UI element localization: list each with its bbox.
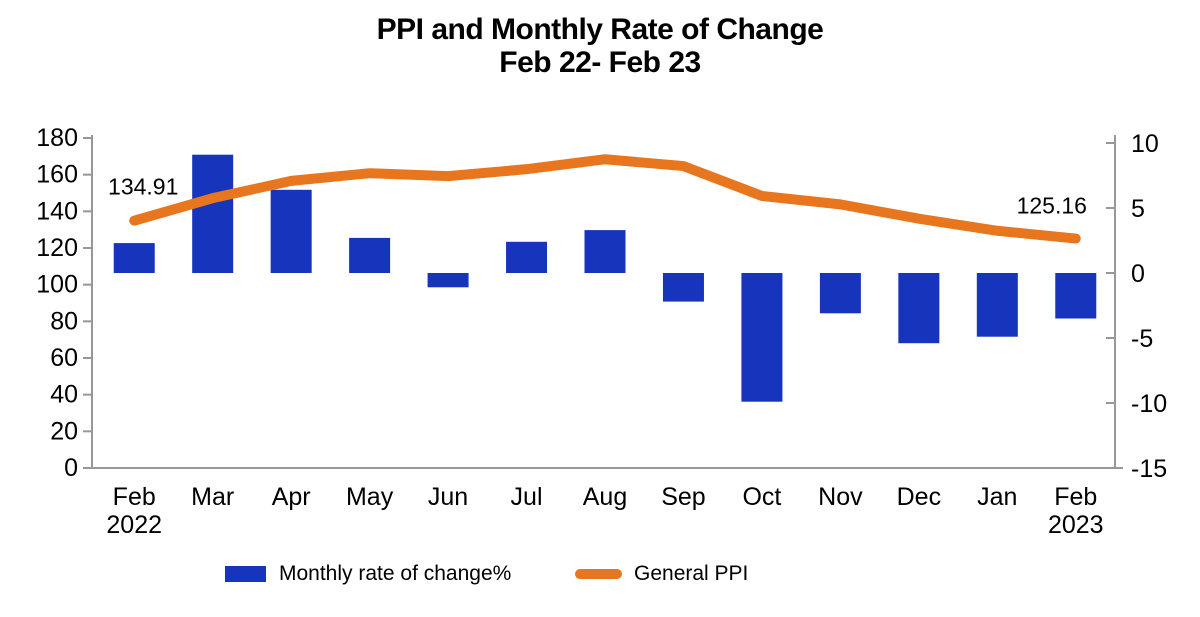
x-axis-label-4: Jun — [428, 483, 468, 511]
x-axis-label-10: Dec — [897, 483, 941, 511]
x-axis-label-3: May — [346, 483, 394, 511]
bar-apr-2 — [270, 189, 312, 273]
bar-jun-4 — [427, 273, 469, 288]
legend-line-swatch-icon — [575, 569, 622, 579]
x-axis-label-5: Jul — [511, 483, 543, 511]
bar-nov-9 — [819, 273, 861, 314]
chart-title: PPI and Monthly Rate of Change Feb 22- F… — [0, 13, 1200, 79]
bar-may-3 — [349, 237, 391, 273]
bar-oct-8 — [741, 273, 783, 402]
chart-legend: Monthly rate of change% General PPI — [0, 562, 1200, 592]
x-axis-year-label-0: 2022 — [106, 511, 162, 539]
left-axis-tick-label: 120 — [36, 234, 78, 262]
left-axis-tick-label: 160 — [36, 161, 78, 189]
bar-sep-7 — [662, 273, 704, 302]
x-axis-label-8: Oct — [742, 483, 781, 511]
x-axis-label-9: Nov — [818, 483, 863, 511]
legend-label-general-ppi: General PPI — [634, 562, 749, 585]
x-axis-label-0: Feb — [113, 483, 156, 511]
chart-title-line1: PPI and Monthly Rate of Change — [376, 13, 824, 46]
annotation-first-ppi-value: 134.91 — [108, 173, 179, 200]
right-axis-tick-label: -10 — [1131, 390, 1167, 418]
legend-bar-swatch-icon — [225, 566, 266, 582]
left-axis-tick-label: 40 — [50, 381, 78, 409]
bar-feb-0 — [113, 243, 155, 273]
right-axis-tick-label: 10 — [1131, 130, 1159, 158]
left-axis-tick-label: 20 — [50, 417, 78, 445]
left-axis-tick-label: 140 — [36, 197, 78, 225]
left-axis-tick-label: 0 — [64, 454, 78, 482]
x-axis-label-7: Sep — [661, 483, 705, 511]
right-axis-tick-label: -15 — [1131, 455, 1167, 483]
left-axis-tick-label: 60 — [50, 344, 78, 372]
bar-aug-6 — [584, 230, 626, 273]
bar-jul-5 — [506, 241, 548, 273]
bar-jan-11 — [976, 273, 1018, 337]
legend-item-monthly-rate: Monthly rate of change% — [225, 562, 511, 586]
right-axis-tick-label: 5 — [1131, 195, 1145, 223]
right-axis-tick-label: -5 — [1131, 325, 1153, 353]
right-axis-tick-label: 0 — [1131, 260, 1145, 288]
bar-feb-12 — [1055, 273, 1097, 319]
annotation-last-ppi-value: 125.16 — [1016, 192, 1087, 219]
left-axis-tick-label: 100 — [36, 271, 78, 299]
bar-mar-1 — [192, 154, 234, 273]
x-axis-label-2: Apr — [272, 483, 311, 511]
x-axis-year-label-12: 2023 — [1048, 511, 1104, 539]
x-axis-label-1: Mar — [191, 483, 234, 511]
general-ppi-line — [129, 154, 1081, 244]
legend-item-general-ppi: General PPI — [575, 562, 748, 586]
x-axis-label-6: Aug — [583, 483, 627, 511]
left-axis-tick-label: 80 — [50, 307, 78, 335]
x-axis-label-12: Feb — [1054, 483, 1097, 511]
bar-dec-10 — [898, 273, 940, 344]
left-axis-tick-label: 180 — [36, 124, 78, 152]
chart-title-line2: Feb 22- Feb 23 — [499, 46, 701, 79]
legend-label-monthly-rate: Monthly rate of change% — [279, 562, 512, 585]
x-axis-label-11: Jan — [977, 483, 1017, 511]
